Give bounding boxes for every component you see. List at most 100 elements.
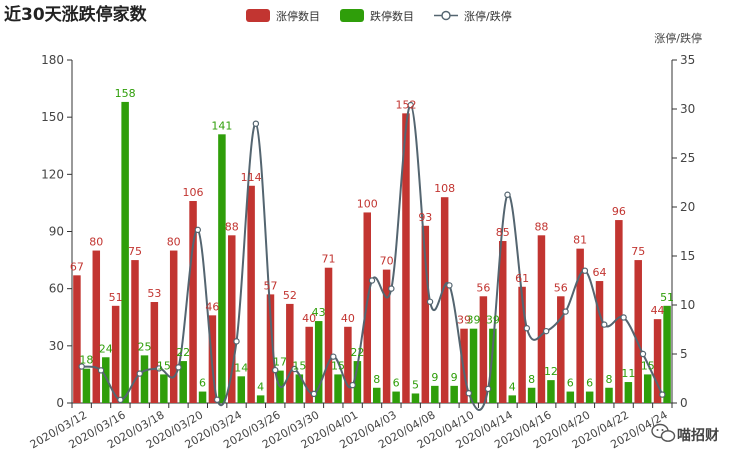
ratio-point <box>233 338 240 345</box>
limit-up-label: 152 <box>395 98 416 111</box>
limit-up-bar <box>286 303 294 403</box>
left-tick-label: 60 <box>49 282 64 296</box>
ratio-point <box>175 364 182 371</box>
limit-down-label: 6 <box>567 377 574 390</box>
limit-down-bar <box>566 391 575 403</box>
limit-up-bar <box>131 260 139 403</box>
limit-down-bar <box>527 387 536 403</box>
limit-up-label: 46 <box>205 300 219 313</box>
limit-up-label: 108 <box>434 182 455 195</box>
limit-down-label: 18 <box>79 354 93 367</box>
limit-down-label: 15 <box>331 359 345 372</box>
limit-down-bar <box>431 385 439 403</box>
limit-up-label: 81 <box>573 234 587 247</box>
limit-up-bar <box>324 267 333 403</box>
limit-down-label: 15 <box>157 359 171 372</box>
limit-up-bar <box>92 250 101 403</box>
limit-up-label: 93 <box>418 211 432 224</box>
limit-down-label: 8 <box>528 373 535 386</box>
limit-up-bar <box>518 286 526 403</box>
bars <box>73 101 671 404</box>
ratio-point <box>523 325 531 332</box>
ratio-point <box>407 101 414 109</box>
limit-up-label: 40 <box>302 312 316 325</box>
legend-label: 涨停数目 <box>276 9 320 23</box>
legend-swatch-limit-up <box>246 9 270 22</box>
limit-down-bar <box>179 361 187 403</box>
limit-down-label: 51 <box>660 291 674 304</box>
limit-down-bar <box>624 382 633 403</box>
limit-up-label: 57 <box>263 279 277 292</box>
legend-label: 跌停数目 <box>370 9 414 23</box>
left-tick-label: 150 <box>41 110 64 124</box>
right-tick-label: 15 <box>680 249 695 263</box>
limit-up-bar <box>479 296 488 403</box>
limit-up-label: 40 <box>341 312 355 325</box>
limit-down-label: 12 <box>544 365 558 378</box>
right-tick-label: 10 <box>680 298 695 312</box>
limit-up-bar <box>440 197 449 403</box>
limit-down-label: 43 <box>312 306 326 319</box>
ratio-point <box>272 366 279 374</box>
limit-up-label: 88 <box>225 220 239 233</box>
limit-down-bar <box>295 374 304 403</box>
limit-up-bar <box>421 225 430 403</box>
ratio-point <box>465 390 472 397</box>
limit-down-label: 8 <box>606 373 613 386</box>
limit-down-bar <box>160 374 168 403</box>
wechat-icon <box>651 423 676 442</box>
limit-up-bar <box>266 294 275 403</box>
limit-up-label: 51 <box>109 291 123 304</box>
limit-down-bar <box>256 395 265 403</box>
limit-down-bar <box>605 387 613 403</box>
chart-title: 近30天涨跌停家数 <box>4 4 148 25</box>
limit-up-bar <box>228 235 236 403</box>
limit-down-label: 22 <box>350 346 364 359</box>
ratio-point <box>601 321 608 328</box>
limit-down-label: 5 <box>412 378 419 391</box>
limit-down-bar <box>489 328 497 403</box>
limit-up-label: 80 <box>167 236 181 249</box>
limit-down-label: 158 <box>115 87 136 100</box>
left-tick-label: 30 <box>49 339 64 353</box>
limit-up-bar <box>498 241 507 403</box>
ratio-point <box>504 191 511 198</box>
ratio-point <box>330 353 337 360</box>
limit-down-bar <box>314 321 323 403</box>
limit-down-label: 14 <box>234 361 248 374</box>
limit-down-label: 6 <box>199 377 206 390</box>
limit-down-label: 17 <box>273 356 287 369</box>
legend-swatch-limit-down <box>340 9 364 22</box>
limit-up-label: 80 <box>89 236 103 249</box>
limit-up-bar <box>169 250 178 403</box>
ratio-point <box>446 282 453 289</box>
limit-up-bar <box>615 220 623 403</box>
limit-down-bar <box>334 374 342 403</box>
limit-up-bar <box>595 281 604 403</box>
ratio-point <box>136 370 143 377</box>
limit-down-label: 9 <box>431 371 438 384</box>
right-tick-label: 35 <box>680 53 695 67</box>
limit-up-bar <box>653 319 662 403</box>
right-tick-label: 20 <box>680 200 695 214</box>
legend: 涨停数目 跌停数目 涨停/跌停 <box>246 9 512 23</box>
ratio-point <box>213 396 221 403</box>
ratio-point <box>639 350 647 358</box>
ratio-point <box>542 327 550 335</box>
limit-down-bar <box>469 328 478 403</box>
limit-down-label: 39 <box>467 314 481 327</box>
ratio-point <box>194 226 202 234</box>
limit-up-bar <box>576 248 584 403</box>
ratio-line <box>78 101 666 411</box>
limit-down-bar <box>411 393 420 403</box>
ratio-point <box>117 396 124 404</box>
ratio-point <box>155 365 163 372</box>
left-tick-label: 120 <box>41 167 64 181</box>
limit-down-bar <box>82 368 91 403</box>
limit-up-label: 75 <box>128 245 142 258</box>
limit-up-label: 75 <box>631 245 645 258</box>
limit-down-bar <box>450 385 458 403</box>
left-tick-label: 180 <box>41 53 64 67</box>
limit-down-bar <box>663 305 671 403</box>
limit-up-label: 85 <box>496 226 510 239</box>
